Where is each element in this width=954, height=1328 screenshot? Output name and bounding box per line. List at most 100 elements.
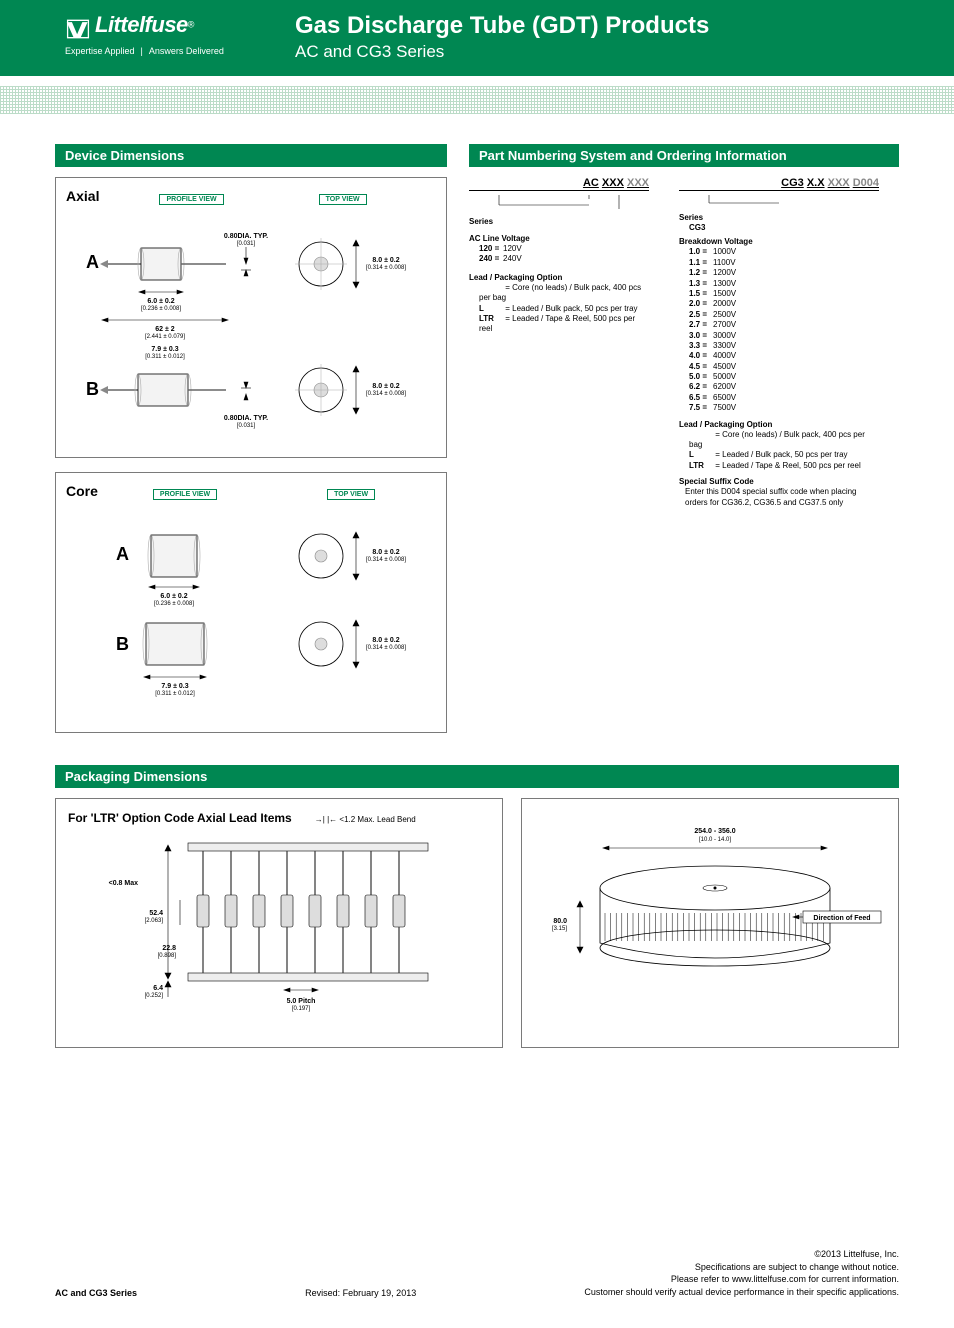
diagram-axial: Axial PROFILE VIEW TOP VIEW A 0.80DIA. T… (55, 177, 447, 458)
title-block: Gas Discharge Tube (GDT) Products AC and… (295, 12, 709, 62)
cg3-voltage-item: 2.5 = 2500V (689, 310, 879, 320)
cg3-voltage-item: 5.0 = 5000V (689, 372, 879, 382)
packaging-reel-diagram: 254.0 - 356.0 [10.0 - 14.0] 80.0 [3.15] … (521, 798, 899, 1048)
section-packaging: Packaging Dimensions (55, 765, 899, 788)
svg-text:[0.314 ± 0.008]: [0.314 ± 0.008] (366, 645, 406, 651)
cg3-packaging-item: L = Leaded / Bulk pack, 50 pcs per tray (689, 450, 879, 460)
cg3-voltage-item: 7.5 = 7500V (689, 403, 879, 413)
axial-svg: A 0.80DIA. TYP. [0.031] 8.0 ± 0.2 [0.314… (66, 210, 436, 440)
diagram-core: Core PROFILE VIEW TOP VIEW A 8.0 ± 0.2[0… (55, 472, 447, 733)
dim-dia-b: 0.80DIA. TYP. (224, 415, 268, 422)
top-view-label-2: TOP VIEW (327, 489, 375, 500)
page-subtitle: AC and CG3 Series (295, 42, 709, 62)
footer-copyright: ©2013 Littelfuse, Inc. (584, 1248, 899, 1261)
cg3-series-label: Series (679, 213, 879, 222)
cg3-breakdown-label: Breakdown Voltage (679, 237, 879, 246)
ac-packaging-item: L = Leaded / Bulk pack, 50 pcs per tray (479, 304, 649, 314)
littelfuse-icon (65, 18, 91, 40)
footer-revised: Revised: February 19, 2013 (137, 1288, 584, 1298)
dim-79a: 7.9 ± 0.3 (151, 346, 178, 353)
tagline-left: Expertise Applied (65, 46, 135, 56)
cg3-voltage-item: 4.5 = 4500V (689, 362, 879, 372)
brand-name: Littelfuse (95, 12, 188, 37)
main-content: Device Dimensions Axial PROFILE VIEW TOP… (0, 114, 954, 1068)
dim-79a-sub: [0.311 ± 0.012] (145, 354, 185, 360)
d-524: 52.4 (149, 910, 163, 917)
cg3-suffix-text: Enter this D004 special suffix code when… (685, 487, 879, 508)
d-08max: <0.8 Max (109, 880, 138, 887)
cg3-voltage-item: 1.5 = 1500V (689, 289, 879, 299)
ac-lines (469, 195, 649, 211)
reel-h: 80.0 (553, 918, 567, 925)
cg3-voltage-item: 1.2 = 1200V (689, 268, 879, 278)
dim-dia-b-sub: [0.031] (237, 423, 256, 429)
cg3-lines (679, 195, 879, 207)
footer-line1: Specifications are subject to change wit… (584, 1261, 899, 1274)
label-b-core: B (116, 634, 129, 654)
dim-62: 62 ± 2 (155, 326, 175, 333)
footer-legal: ©2013 Littelfuse, Inc. Specifications ar… (584, 1248, 899, 1298)
dim-8b-sub: [0.314 ± 0.008] (366, 391, 406, 397)
part-numbering-block: AC XXX XXX Series AC Line Voltage 120 = … (469, 177, 899, 508)
ac-voltage-item: 120 = 120V (479, 244, 649, 254)
tagline-right: Answers Delivered (149, 46, 224, 56)
ac-packaging: = Core (no leads) / Bulk pack, 400 pcs p… (479, 283, 649, 335)
ac-series-label: Series (469, 217, 649, 226)
cg3-voltage-item: 3.0 = 3000V (689, 331, 879, 341)
cg3-voltage-item: 1.0 = 1000V (689, 247, 879, 257)
dim-6: 6.0 ± 0.2 (147, 298, 174, 305)
svg-text:[0.252]: [0.252] (145, 993, 164, 999)
top-view-label: TOP VIEW (319, 194, 367, 205)
cg3-suffix-label: Special Suffix Code (679, 477, 879, 486)
ac-packaging-item: LTR = Leaded / Tape & Reel, 500 pcs per … (479, 314, 649, 335)
dim-dia-sub: [0.031] (237, 241, 256, 247)
cg3-voltage-item: 2.7 = 2700V (689, 320, 879, 330)
dots-decoration (0, 86, 954, 114)
ac-packaging-label: Lead / Packaging Option (469, 273, 649, 282)
cg3-voltage-item: 6.5 = 6500V (689, 393, 879, 403)
cg3-packaging: = Core (no leads) / Bulk pack, 400 pcs p… (689, 430, 879, 472)
page-header: Littelfuse® Expertise Applied|Answers De… (0, 0, 954, 76)
label-a: A (86, 252, 99, 272)
dim-8a: 8.0 ± 0.2 (372, 257, 399, 264)
svg-text:[0.197]: [0.197] (292, 1006, 311, 1012)
cg3-voltages: 1.0 = 1000V1.1 = 1100V1.2 = 1200V1.3 = 1… (689, 247, 879, 413)
profile-view-label-2: PROFILE VIEW (153, 489, 217, 500)
dim-6-core: 6.0 ± 0.2 (160, 593, 187, 600)
dim-8-core-b: 8.0 ± 0.2 (372, 637, 399, 644)
page-title: Gas Discharge Tube (GDT) Products (295, 12, 709, 40)
svg-text:[2.063]: [2.063] (145, 918, 164, 924)
ac-voltages: 120 = 120V240 = 240V (479, 244, 649, 265)
dim-62-sub: [2.441 ± 0.079] (145, 334, 185, 340)
d-64: 6.4 (153, 985, 163, 992)
dim-79-core: 7.9 ± 0.3 (161, 683, 188, 690)
packaging-ltr-diagram: For 'LTR' Option Code Axial Lead Items →… (55, 798, 503, 1048)
cg3-partnum: CG3 X.X XXX D004 Series CG3 Breakdown Vo… (679, 177, 879, 508)
profile-view-label: PROFILE VIEW (159, 194, 223, 205)
ac-voltage-label: AC Line Voltage (469, 234, 649, 243)
ac-packaging-item: = Core (no leads) / Bulk pack, 400 pcs p… (479, 283, 649, 304)
cg3-voltage-item: 3.3 = 3300V (689, 341, 879, 351)
cg3-series-val: CG3 (689, 223, 879, 233)
brand-logo: Littelfuse® (65, 12, 295, 40)
footer-line2: Please refer to www.littelfuse.com for c… (584, 1273, 899, 1286)
logo-block: Littelfuse® Expertise Applied|Answers De… (65, 12, 295, 56)
svg-text:[0.898]: [0.898] (158, 953, 177, 959)
svg-text:[0.314 ± 0.008]: [0.314 ± 0.008] (366, 557, 406, 563)
footer-series: AC and CG3 Series (55, 1288, 137, 1298)
cg3-voltage-item: 2.0 = 2000V (689, 299, 879, 309)
dim-8b: 8.0 ± 0.2 (372, 383, 399, 390)
leadbend-label: →| |← <1.2 Max. Lead Bend (315, 815, 416, 824)
dim-dia: 0.80DIA. TYP. (224, 233, 268, 240)
cg3-packaging-item: LTR = Leaded / Tape & Reel, 500 pcs per … (689, 461, 879, 471)
ac-partnum: AC XXX XXX Series AC Line Voltage 120 = … (469, 177, 649, 508)
section-part-numbering: Part Numbering System and Ordering Infor… (469, 144, 899, 167)
svg-text:[3.15]: [3.15] (552, 926, 567, 932)
label-a-core: A (116, 544, 129, 564)
cg3-voltage-item: 6.2 = 6200V (689, 382, 879, 392)
cg3-header: CG3 X.X XXX D004 (679, 177, 879, 191)
cg3-packaging-label: Lead / Packaging Option (679, 420, 879, 429)
core-title: Core (66, 483, 98, 499)
pitch: 5.0 Pitch (287, 998, 316, 1005)
svg-text:[10.0 - 14.0]: [10.0 - 14.0] (699, 837, 731, 843)
